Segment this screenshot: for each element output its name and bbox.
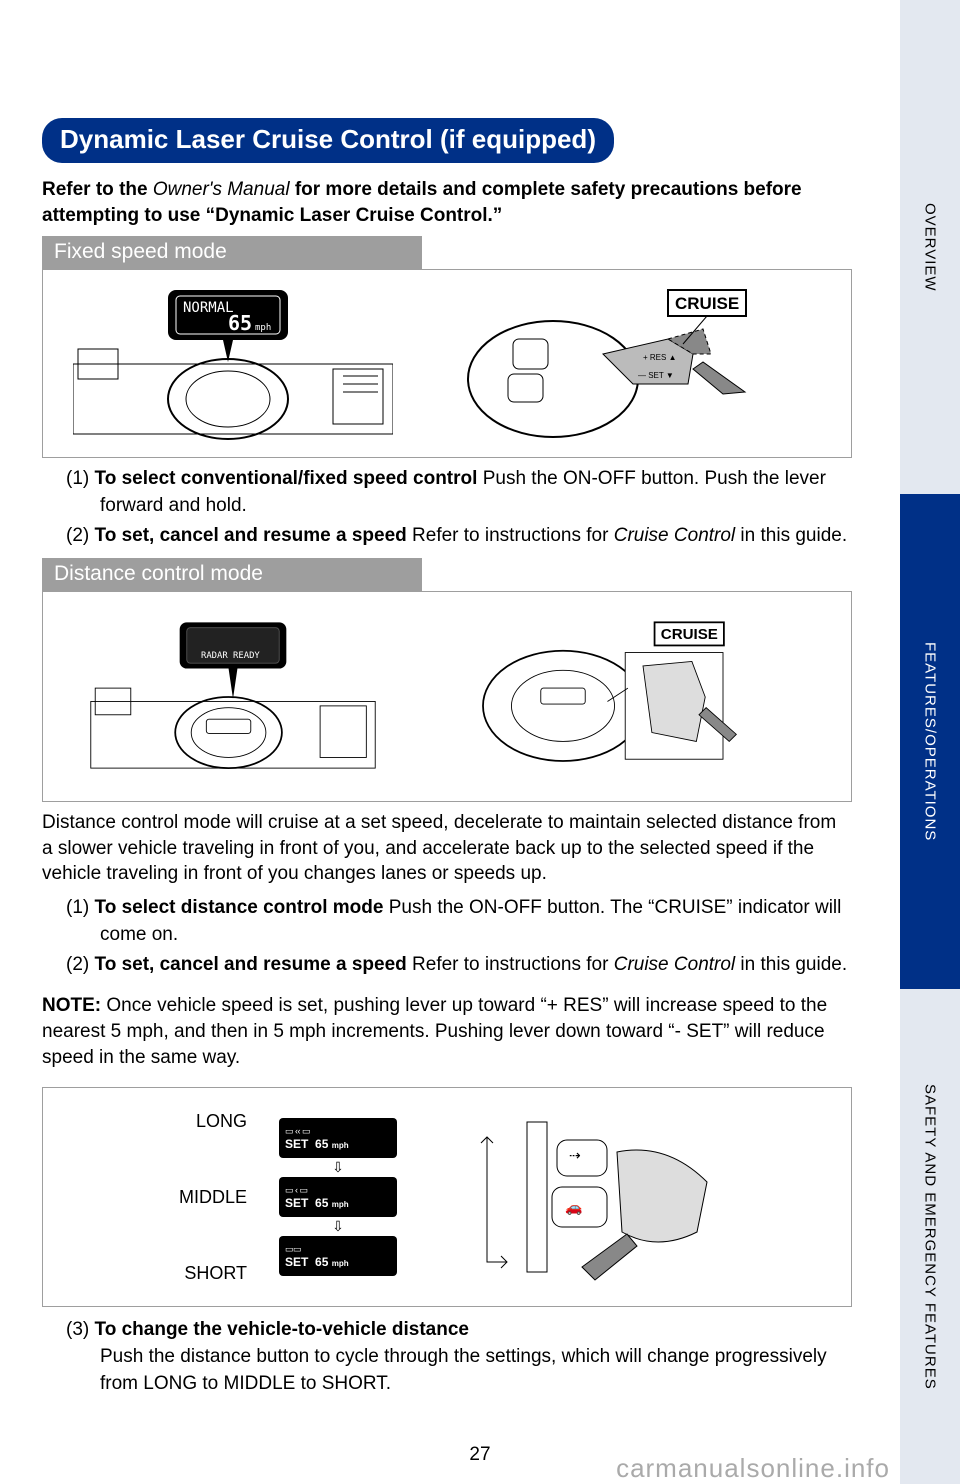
cruise-stalk-diagram-icon: + RES ▲ — SET ▼ CRUISE (453, 284, 753, 444)
intro-paragraph: Refer to the Owner's Manual for more det… (42, 177, 852, 228)
list-item: (3) To change the vehicle-to-vehicle dis… (66, 1317, 852, 1397)
label-short: SHORT (184, 1264, 247, 1282)
item-rest-pre: Refer to instructions for (407, 954, 614, 975)
cruise-stalk-diagram-icon: CRUISE (453, 617, 753, 777)
fixed-mode-steps: (1) To select conventional/fixed speed c… (42, 466, 852, 550)
svg-text:— SET ▼: — SET ▼ (638, 371, 674, 380)
item-rest: Push the distance button to cycle throug… (100, 1346, 827, 1394)
arrow-down-icon: ⇩ (332, 1223, 344, 1230)
svg-text:⇢: ⇢ (569, 1147, 581, 1163)
intro-em: Owner's Manual (153, 179, 290, 200)
item-strong: To set, cancel and resume a speed (95, 525, 407, 546)
watermark: carmanualsonline.info (616, 1453, 890, 1484)
cruise-badge: CRUISE (675, 294, 739, 313)
list-item: (1) To select conventional/fixed speed c… (66, 466, 852, 519)
item3-block: (3) To change the vehicle-to-vehicle dis… (42, 1317, 852, 1397)
svg-text:+ RES ▲: + RES ▲ (643, 353, 676, 362)
tab-safety: SAFETY AND EMERGENCY FEATURES (900, 989, 960, 1484)
note-text: Once vehicle speed is set, pushing lever… (42, 995, 827, 1068)
note-label: NOTE: (42, 995, 101, 1016)
arrow-down-icon: ⇩ (332, 1164, 344, 1171)
tab-overview: OVERVIEW (900, 0, 960, 494)
dashboard-diagram-icon: NORMAL 65 mph (73, 284, 393, 444)
item-number: (3) (66, 1319, 89, 1340)
manual-page: OVERVIEW FEATURES/OPERATIONS SAFETY AND … (0, 0, 960, 1484)
item-number: (1) (66, 468, 89, 489)
list-item: (2) To set, cancel and resume a speed Re… (66, 952, 852, 979)
distance-mode-figure: RADAR READY CRUISE (42, 592, 852, 802)
item-number: (2) (66, 525, 89, 546)
section-heading-pill: Dynamic Laser Cruise Control (if equippe… (42, 118, 614, 163)
fixed-mode-label: Fixed speed mode (42, 236, 422, 270)
distance-mode-label: Distance control mode (42, 558, 422, 592)
display-long: ▭ ‹‹ ▭ SET 65 mph (279, 1118, 397, 1158)
item-rest-em: Cruise Control (614, 525, 735, 546)
display-short: ▭▭ SET 65 mph (279, 1236, 397, 1276)
note-paragraph: NOTE: Once vehicle speed is set, pushing… (42, 993, 852, 1072)
distance-labels: LONG MIDDLE SHORT (83, 1112, 253, 1282)
item-rest-pre: Refer to instructions for (407, 525, 614, 546)
item-number: (1) (66, 897, 89, 918)
item-strong: To select conventional/fixed speed contr… (95, 468, 478, 489)
display-line: RADAR READY (201, 650, 260, 660)
distance-mode-steps: (1) To select distance control mode Push… (42, 895, 852, 979)
svg-text:🚗: 🚗 (565, 1199, 582, 1216)
fixed-mode-figure: NORMAL 65 mph + RES ▲ — SET ▼ CRUISE (42, 270, 852, 458)
item-strong: To change the vehicle-to-vehicle distanc… (95, 1319, 469, 1340)
dashboard-diagram-icon: RADAR READY (73, 617, 393, 777)
item-rest-post: in this guide. (735, 525, 847, 546)
label-middle: MIDDLE (179, 1188, 247, 1206)
item-strong: To set, cancel and resume a speed (95, 954, 407, 975)
display-middle: ▭ ‹ ▭ SET 65 mph (279, 1177, 397, 1217)
list-item: (2) To set, cancel and resume a speed Re… (66, 523, 852, 550)
tab-features-operations: FEATURES/OPERATIONS (900, 494, 960, 989)
cruise-badge: CRUISE (661, 626, 718, 643)
display-line1: NORMAL (183, 300, 234, 316)
item-rest-post: in this guide. (735, 954, 847, 975)
display-value: 65 (228, 311, 252, 335)
list-item: (1) To select distance control mode Push… (66, 895, 852, 948)
label-long: LONG (196, 1112, 247, 1130)
item-strong: To select distance control mode (95, 897, 384, 918)
distance-displays: ▭ ‹‹ ▭ SET 65 mph ⇩ ▭ ‹ ▭ SET 65 mph ⇩ ▭… (263, 1118, 413, 1276)
intro-pre: Refer to the (42, 179, 153, 200)
distance-settings-figure: LONG MIDDLE SHORT ▭ ‹‹ ▭ SET 65 mph ⇩ ▭ … (42, 1087, 852, 1307)
item-rest-em: Cruise Control (614, 954, 735, 975)
distance-mode-paragraph: Distance control mode will cruise at a s… (42, 810, 852, 887)
display-unit: mph (255, 323, 271, 333)
page-content: Dynamic Laser Cruise Control (if equippe… (42, 118, 852, 1403)
item-number: (2) (66, 954, 89, 975)
side-tabs: OVERVIEW FEATURES/OPERATIONS SAFETY AND … (900, 0, 960, 1484)
distance-button-diagram-icon: ⇢ 🚗 (423, 1112, 811, 1282)
